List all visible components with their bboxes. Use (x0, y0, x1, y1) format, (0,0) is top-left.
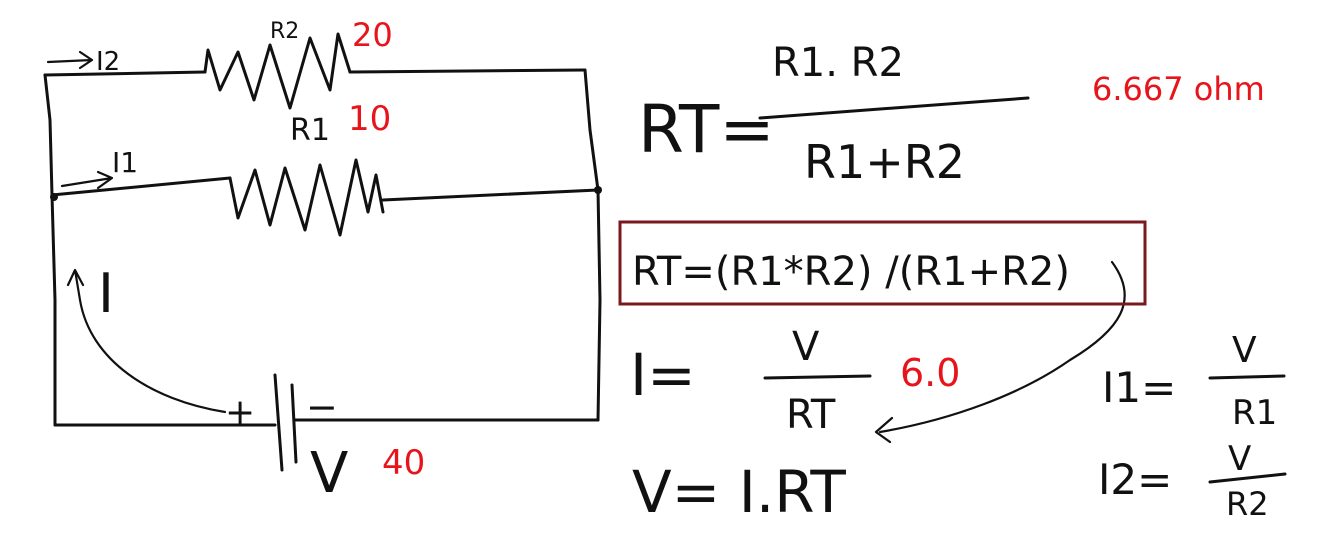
battery-long-plate (273, 373, 284, 472)
r2-value: 20 (352, 16, 393, 54)
left-wire (43, 73, 57, 427)
i1-fraction-bar (1208, 374, 1286, 380)
top-wire-left (43, 70, 207, 77)
i-result: 6.0 (900, 351, 960, 395)
right-wire (583, 68, 602, 422)
v-label: V (310, 441, 348, 506)
v-equation: V= I.RT (632, 458, 846, 526)
rt-numerator: R1. R2 (772, 40, 904, 86)
i-label: I (98, 262, 114, 325)
i2-numerator: V (1228, 439, 1251, 479)
r1-label: R1 (290, 113, 330, 148)
rt-formula-left: RT= (638, 91, 775, 168)
rt-result: 6.667 ohm (1092, 70, 1265, 108)
i-formula-left: I= (630, 341, 696, 409)
box-to-rt-arrow (874, 260, 1126, 444)
top-wire-right (348, 68, 587, 74)
r2-label: R2 (270, 19, 299, 44)
boxed-formula-frame (618, 220, 1147, 306)
i-fraction-bar (763, 374, 872, 380)
battery-minus: − (306, 385, 338, 429)
i1-numerator: V (1232, 330, 1257, 371)
boxed-formula-text: RT=(R1*R2) /(R1+R2) (632, 249, 1070, 295)
i2-denominator: R2 (1226, 485, 1269, 523)
i2-label: I2 (96, 47, 120, 77)
i2-fraction-bar (1208, 472, 1287, 484)
i-denominator: RT (786, 392, 836, 438)
rt-denominator: R1+R2 (804, 135, 965, 189)
r1-value: 10 (348, 99, 391, 139)
middle-wire-right (381, 188, 600, 202)
middle-wire-left (50, 176, 232, 197)
left-junction-dot (50, 193, 58, 201)
i-numerator: V (792, 324, 820, 370)
i1-denominator: R1 (1232, 393, 1277, 433)
i2-arrow (46, 50, 94, 70)
circuit-wires (43, 32, 1126, 472)
right-junction-dot (594, 186, 602, 194)
i2-formula-left: I2= (1098, 455, 1172, 504)
i1-arrow (60, 170, 114, 190)
resistor-r2 (203, 32, 352, 110)
i1-label: I1 (112, 146, 138, 179)
i1-formula-left: I1= (1102, 363, 1176, 412)
resistor-r1 (228, 158, 385, 237)
v-value: 40 (382, 443, 425, 483)
battery-short-plate (290, 383, 298, 464)
battery-plus: + (225, 392, 255, 433)
rt-fraction-bar (758, 96, 1030, 120)
current-loop-arrow (66, 268, 227, 414)
